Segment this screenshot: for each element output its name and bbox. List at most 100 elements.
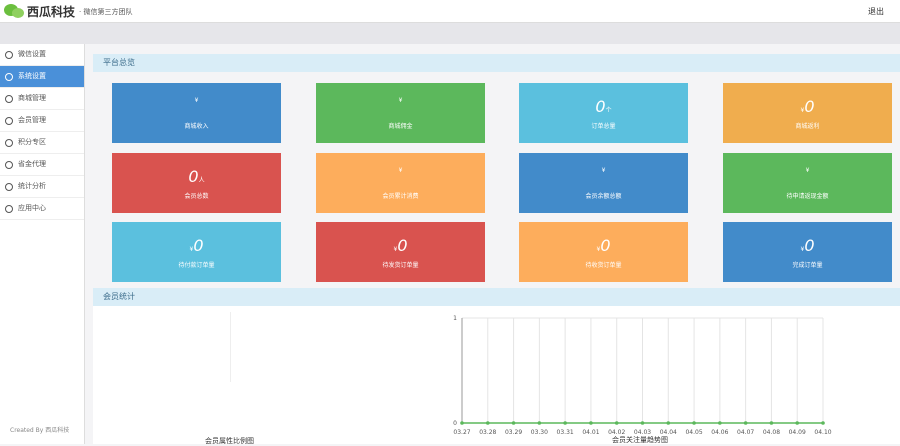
menu-item[interactable]: 商城管理 bbox=[0, 88, 84, 110]
currency: ¥ bbox=[805, 167, 810, 174]
chart-title: 会员关注量趋势图 bbox=[612, 435, 668, 444]
x-tick-label: 04.06 bbox=[711, 429, 728, 436]
tile-label: 待申请返现金额 bbox=[786, 193, 829, 200]
tile-label: 待付款订单量 bbox=[178, 262, 215, 269]
header: 西瓜科技 · 微信第三方团队 退出 bbox=[0, 0, 900, 23]
value: 0 bbox=[397, 236, 408, 255]
currency: ¥ bbox=[398, 167, 403, 174]
x-tick-label: 03.28 bbox=[479, 429, 496, 436]
x-tick-label: 03.29 bbox=[505, 429, 522, 436]
currency: ¥ bbox=[800, 246, 805, 253]
menu-item[interactable]: 统计分析 bbox=[0, 176, 84, 198]
x-tick-label: 04.03 bbox=[634, 429, 651, 436]
value: 0 bbox=[804, 97, 815, 116]
menu-item[interactable]: 会员管理 bbox=[0, 110, 84, 132]
currency: ¥ bbox=[398, 97, 403, 104]
tile-value: ¥ bbox=[316, 97, 485, 104]
tile-label: 商城佣金 bbox=[388, 123, 413, 130]
menu-item[interactable]: 应用中心 bbox=[0, 198, 84, 220]
point bbox=[589, 421, 593, 425]
tagline: · 微信第三方团队 bbox=[79, 8, 133, 16]
sidebar: 微信设置 系统设置 商城管理 会员管理 积分专区 省金代理 统计分析 应用中心 Created… bbox=[0, 44, 85, 444]
point bbox=[718, 421, 722, 425]
tile-label: 会员总数 bbox=[184, 193, 209, 200]
footer: Created By 西瓜科技 bbox=[10, 427, 70, 434]
tile-value: 0人 bbox=[112, 167, 281, 186]
point bbox=[666, 421, 671, 425]
stat-tile: ¥0 待发货订单量 bbox=[316, 222, 485, 282]
stat-tile: ¥ 商城佣金 bbox=[316, 83, 485, 143]
tile-label: 商城返利 bbox=[795, 123, 820, 130]
tile-value: ¥0 bbox=[519, 236, 688, 255]
point bbox=[511, 421, 516, 425]
point bbox=[692, 421, 696, 425]
chart-panel bbox=[93, 306, 900, 444]
value: 0 bbox=[804, 236, 815, 255]
unit: 人 bbox=[198, 177, 205, 184]
x-tick-label: 03.30 bbox=[531, 429, 548, 436]
tile-value: ¥0 bbox=[316, 236, 485, 255]
x-tick-label: 04.04 bbox=[660, 429, 677, 436]
tile-value: ¥ bbox=[316, 167, 485, 174]
x-tick-label: 04.10 bbox=[814, 429, 831, 436]
stat-tile: ¥0 待付款订单量 bbox=[112, 222, 281, 282]
x-tick-label: 04.07 bbox=[737, 429, 754, 436]
point bbox=[769, 421, 774, 425]
menu-item[interactable]: 省金代理 bbox=[0, 154, 84, 176]
x-tick-label: 04.05 bbox=[685, 429, 702, 436]
point bbox=[563, 421, 567, 425]
stat-tile: 0个订单总量 bbox=[519, 83, 688, 143]
menu: 微信设置 系统设置 商城管理 会员管理 积分专区 省金代理 统计分析 应用中心 bbox=[0, 44, 84, 220]
x-tick-label: 04.09 bbox=[789, 429, 806, 436]
y-tick-label: 1 bbox=[453, 315, 457, 322]
menu-item[interactable]: 系统设置 bbox=[0, 66, 84, 88]
stat-tile: ¥ 会员累计消费 bbox=[316, 153, 485, 213]
value: 0 bbox=[188, 167, 199, 186]
x-tick-label: 04.02 bbox=[608, 429, 625, 436]
section-header: 平台总览 bbox=[93, 54, 900, 72]
menu-item[interactable]: 微信设置 bbox=[0, 44, 84, 66]
logo bbox=[4, 4, 24, 18]
point bbox=[795, 421, 800, 425]
currency: ¥ bbox=[393, 246, 398, 253]
currency: ¥ bbox=[601, 167, 606, 174]
brand: 西瓜科技 bbox=[27, 5, 76, 19]
unit: 个 bbox=[605, 107, 612, 114]
stat-tile: ¥0 待收货订单量 bbox=[519, 222, 688, 282]
point bbox=[743, 421, 748, 425]
x-tick-label: 04.01 bbox=[582, 429, 599, 436]
stat-tile: ¥ 商城收入 bbox=[112, 83, 281, 143]
point bbox=[537, 421, 542, 425]
tile-label: 订单总量 bbox=[591, 123, 616, 130]
tile-value: ¥ bbox=[723, 167, 892, 174]
stat-tile: ¥0 商城返利 bbox=[723, 83, 892, 143]
tile-label: 会员累计消费 bbox=[382, 193, 419, 200]
value: 0 bbox=[193, 236, 204, 255]
stat-tile: ¥ 会员余额总额 bbox=[519, 153, 688, 213]
section-header: 会员统计 bbox=[93, 288, 900, 306]
x-tick-label: 04.08 bbox=[763, 429, 780, 436]
tile-label: 待发货订单量 bbox=[382, 262, 419, 269]
stat-tile: ¥ 待申请返现金额 bbox=[723, 153, 892, 213]
x-tick-label: 03.27 bbox=[453, 429, 470, 436]
point bbox=[460, 421, 464, 425]
point bbox=[640, 421, 645, 425]
currency: ¥ bbox=[596, 246, 601, 253]
y-tick-label: 0 bbox=[453, 420, 457, 427]
tile-label: 待收货订单量 bbox=[585, 262, 622, 269]
point bbox=[614, 421, 619, 425]
tile-label: 会员余额总额 bbox=[585, 193, 622, 200]
menu-item[interactable]: 积分专区 bbox=[0, 132, 84, 154]
toolbar bbox=[0, 23, 900, 44]
tile-value: ¥0 bbox=[723, 97, 892, 116]
tile-value: 0个 bbox=[519, 97, 688, 116]
tile-label: 商城收入 bbox=[184, 123, 209, 130]
stat-tile: 0人会员总数 bbox=[112, 153, 281, 213]
tile-value: ¥ bbox=[112, 97, 281, 104]
value: 0 bbox=[600, 236, 611, 255]
tile-value: ¥0 bbox=[723, 236, 892, 255]
tile-label: 完成订单量 bbox=[792, 262, 823, 269]
logout[interactable]: 退出 bbox=[868, 7, 884, 16]
